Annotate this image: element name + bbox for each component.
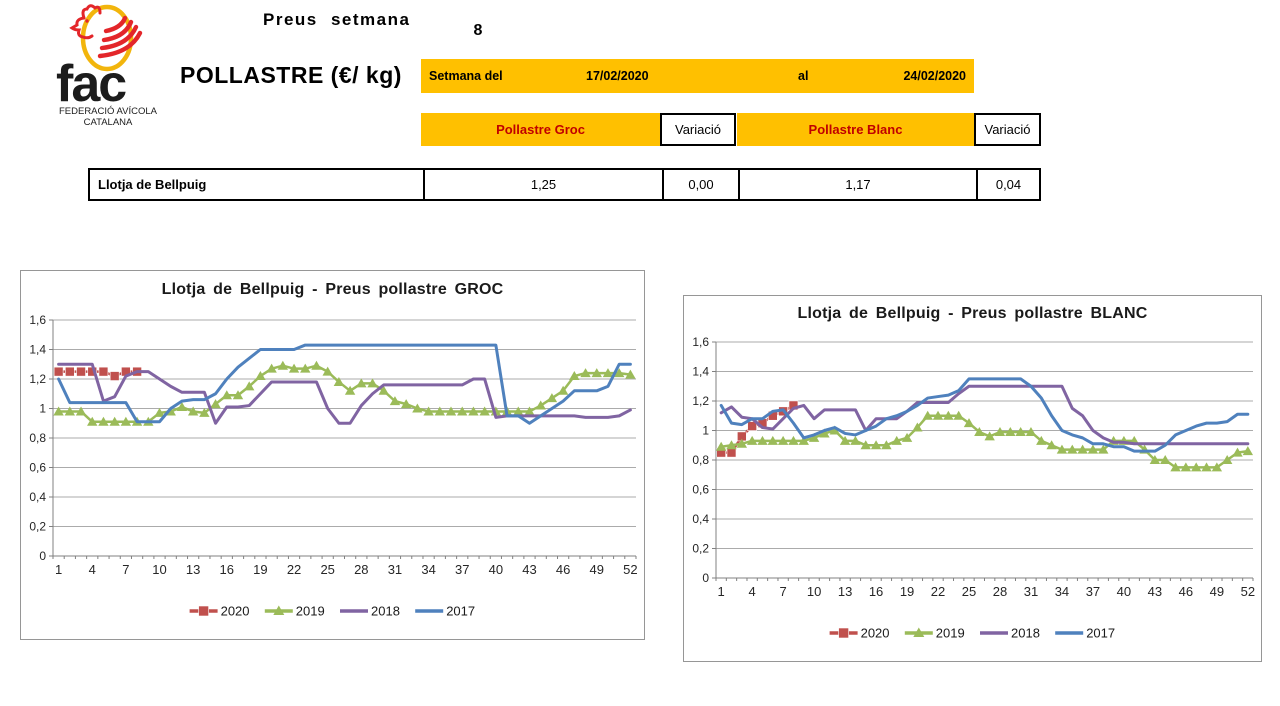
blanc-chart-title: Llotja de Bellpuig - Preus pollastre BLA… [797, 305, 1148, 322]
svg-text:1,6: 1,6 [29, 313, 46, 327]
svg-text:2019: 2019 [296, 604, 325, 619]
svg-text:1: 1 [718, 584, 725, 599]
svg-text:13: 13 [186, 562, 200, 577]
column-header-pollastre-blanc: Pollastre Blanc [737, 113, 974, 146]
svg-text:49: 49 [1210, 584, 1224, 599]
logo-org-line2: CATALANA [84, 117, 133, 128]
svg-text:19: 19 [253, 562, 267, 577]
svg-text:1: 1 [55, 562, 62, 577]
svg-text:2017: 2017 [1086, 626, 1115, 641]
svg-text:7: 7 [780, 584, 787, 599]
svg-text:28: 28 [354, 562, 368, 577]
svg-text:25: 25 [962, 584, 976, 599]
svg-text:0,8: 0,8 [29, 431, 46, 445]
svg-text:25: 25 [320, 562, 334, 577]
week-number: 8 [473, 22, 483, 39]
column-header-variacio-groc: Variació [660, 113, 736, 146]
svg-text:0,4: 0,4 [29, 490, 46, 504]
svg-text:1,4: 1,4 [29, 343, 46, 357]
blanc-price-cell: 1,17 [738, 170, 976, 199]
svg-text:34: 34 [1055, 584, 1069, 599]
logo-rooster-head [69, 4, 102, 40]
svg-text:46: 46 [556, 562, 570, 577]
fac-logo: fac FEDERACIÓ AVÍCOLA CATALANA [56, 4, 158, 128]
svg-text:13: 13 [838, 584, 852, 599]
market-name-cell: Llotja de Bellpuig [98, 177, 207, 192]
svg-text:31: 31 [1024, 584, 1038, 599]
svg-text:0,2: 0,2 [692, 542, 709, 556]
groc-price-cell: 1,25 [423, 170, 662, 199]
svg-text:52: 52 [623, 562, 637, 577]
svg-text:2019: 2019 [936, 626, 965, 641]
week-to-date: 24/02/2020 [903, 69, 966, 83]
svg-text:43: 43 [522, 562, 536, 577]
groc-variation-cell: 0,00 [662, 170, 738, 199]
week-al-label: al [798, 69, 809, 83]
svg-text:16: 16 [220, 562, 234, 577]
svg-text:2020: 2020 [221, 604, 250, 619]
svg-text:49: 49 [590, 562, 604, 577]
svg-text:0: 0 [702, 571, 709, 585]
svg-text:0,8: 0,8 [692, 453, 709, 467]
svg-text:1: 1 [39, 402, 46, 416]
svg-text:0,4: 0,4 [692, 512, 709, 526]
week-band-label: Setmana del [429, 69, 503, 83]
svg-text:40: 40 [489, 562, 503, 577]
svg-text:16: 16 [869, 584, 883, 599]
svg-text:19: 19 [900, 584, 914, 599]
svg-text:1,6: 1,6 [692, 335, 709, 349]
svg-text:52: 52 [1241, 584, 1255, 599]
price-table-row: Llotja de Bellpuig 1,25 0,00 1,17 0,04 [88, 168, 1041, 201]
svg-text:2017: 2017 [446, 604, 475, 619]
svg-text:34: 34 [421, 562, 435, 577]
svg-text:22: 22 [287, 562, 301, 577]
blanc-chart: 0 0,2 0,4 0,6 0,8 1 1,2 1,4 1,6 1 4 7 10 13 16 19 22 25 28… [692, 335, 1255, 641]
svg-text:22: 22 [931, 584, 945, 599]
svg-text:2018: 2018 [1011, 626, 1040, 641]
svg-text:0,2: 0,2 [29, 520, 46, 534]
svg-text:4: 4 [89, 562, 96, 577]
svg-text:37: 37 [1086, 584, 1100, 599]
groc-chart-panel: Llotja de Bellpuig - Preus pollastre GRO… [20, 270, 645, 640]
svg-text:0,6: 0,6 [692, 483, 709, 497]
week-range-band: Setmana del 17/02/2020 al 24/02/2020 [421, 59, 974, 93]
product-title: POLLASTRE (€/ kg) [180, 62, 402, 88]
blanc-variation-cell: 0,04 [976, 170, 1039, 199]
logo-org-line1: FEDERACIÓ AVÍCOLA [59, 106, 158, 117]
report-title: Preus setmana [263, 10, 411, 29]
svg-text:1,4: 1,4 [692, 365, 709, 379]
svg-text:37: 37 [455, 562, 469, 577]
svg-text:1: 1 [702, 424, 709, 438]
svg-text:7: 7 [122, 562, 129, 577]
svg-text:10: 10 [807, 584, 821, 599]
svg-text:1,2: 1,2 [29, 372, 46, 386]
svg-text:1,2: 1,2 [692, 394, 709, 408]
svg-text:10: 10 [152, 562, 166, 577]
svg-text:40: 40 [1117, 584, 1131, 599]
svg-text:2020: 2020 [861, 626, 890, 641]
svg-text:4: 4 [749, 584, 756, 599]
svg-text:2018: 2018 [371, 604, 400, 619]
column-header-pollastre-groc: Pollastre Groc [421, 113, 660, 146]
svg-text:43: 43 [1148, 584, 1162, 599]
svg-text:31: 31 [388, 562, 402, 577]
column-header-variacio-blanc: Variació [974, 113, 1041, 146]
groc-chart: 0 0,2 0,4 0,6 0,8 1 1,2 1,4 1,6 1 4 7 10 13 16 19 22 25 28… [29, 313, 637, 619]
logo-brand-text: fac [56, 55, 126, 113]
svg-text:46: 46 [1179, 584, 1193, 599]
svg-text:28: 28 [993, 584, 1007, 599]
svg-text:0,6: 0,6 [29, 461, 46, 475]
groc-chart-title: Llotja de Bellpuig - Preus pollastre GRO… [161, 281, 504, 298]
logo-wing-arcs [97, 15, 143, 59]
week-from-date: 17/02/2020 [586, 69, 649, 83]
svg-text:0: 0 [39, 549, 46, 563]
blanc-chart-panel: Llotja de Bellpuig - Preus pollastre BLA… [683, 295, 1262, 662]
